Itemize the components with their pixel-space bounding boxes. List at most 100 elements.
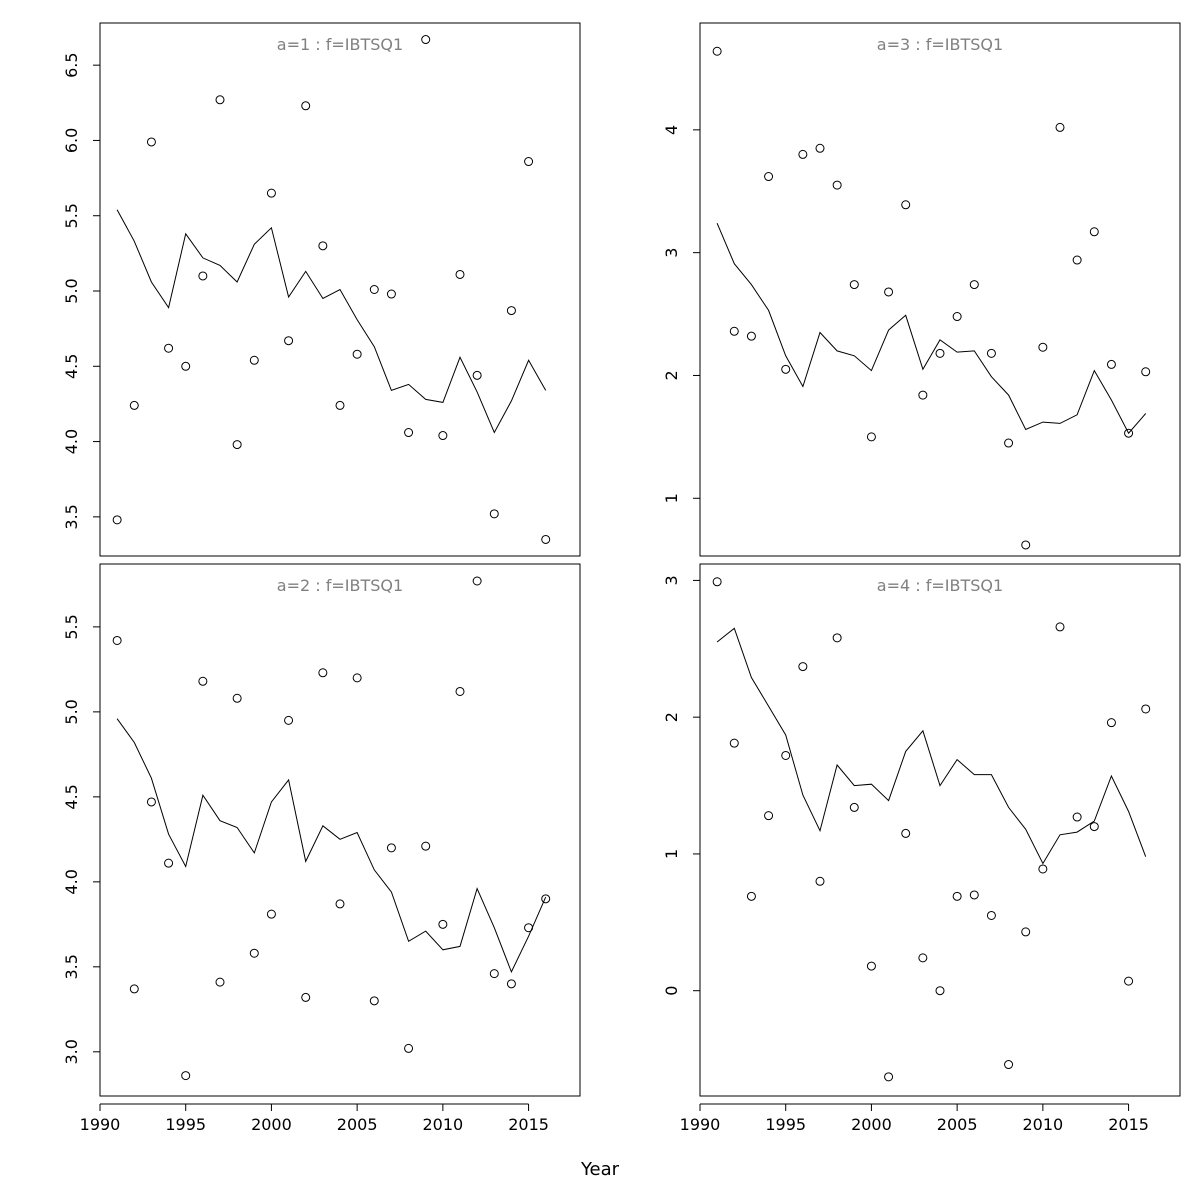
age-4-observation-point (1089, 822, 1099, 832)
age-1-observation-point (112, 515, 122, 525)
age-2-xtick-label: 1995 (165, 1115, 206, 1134)
age-2-plot-frame (99, 563, 581, 1097)
age-2-observation-point (284, 715, 294, 725)
age-4-observation-point (781, 750, 791, 760)
age-4-observation-point (746, 891, 756, 901)
age-4-observation-point (918, 953, 928, 963)
age-1-observation-point (164, 343, 174, 353)
age-4-observation-point (729, 738, 739, 748)
age-1-observation-point (335, 400, 345, 410)
panel-age-1: a=1 : f=IBTSQ1 3.5 4.0 4.5 5.0 5.5 6.0 6.5 (62, 22, 581, 557)
age-2-observation-point (112, 635, 122, 645)
age-4-observation-point (815, 876, 825, 886)
age-3-observation-point (1021, 540, 1031, 550)
age-2-xtick-label: 2005 (337, 1115, 378, 1134)
age-1-observation-point (506, 306, 516, 316)
age-1-observation-point (301, 101, 311, 111)
age-4-observation-point (1141, 704, 1151, 714)
age-4-observation-point (866, 961, 876, 971)
age-2-observation-point (438, 919, 448, 929)
age-1-observation-point (266, 188, 276, 198)
age-3-observation-point (969, 280, 979, 290)
age-2-xtick-label: 2015 (508, 1115, 549, 1134)
age-4-ytick-label: 2 (662, 712, 681, 722)
age-1-ytick-label: 5.5 (62, 203, 81, 228)
age-4-xtick-label: 1990 (680, 1115, 721, 1134)
age-4-observation-point (1124, 976, 1134, 986)
age-4-observation-point (1004, 1060, 1014, 1070)
age-4-observation-point (798, 662, 808, 672)
age-2-ytick-label: 5.0 (62, 699, 81, 724)
x-axis-label: Year (580, 1159, 620, 1180)
age-4-observation-point (986, 910, 996, 920)
age-4-observation-point (952, 891, 962, 901)
age-1-observation-point (386, 289, 396, 299)
age-2-observation-point (266, 909, 276, 919)
age-2-observation-point (369, 996, 379, 1006)
age-3-observation-point (815, 143, 825, 153)
age-1-ytick-label: 5.0 (62, 278, 81, 303)
age-1-observation-point (318, 241, 328, 251)
age-2-fitted-line (116, 718, 547, 974)
age-4-xtick-label: 1995 (765, 1115, 806, 1134)
age-2-xtick-label: 2000 (251, 1115, 292, 1134)
age-3-observation-point (712, 46, 722, 56)
age-1-observation-point (129, 400, 139, 410)
age-2-observation-point (129, 984, 139, 994)
age-4-observation-point (901, 828, 911, 838)
age-4-observation-point (1106, 718, 1116, 728)
age-3-observation-point (1038, 342, 1048, 352)
age-2-observation-point (146, 797, 156, 807)
age-2-observation-point (181, 1071, 191, 1081)
age-3-observation-point (884, 287, 894, 297)
panel-age-2: a=2 : f=IBTSQ1 3.0 3.5 4.0 4.5 5.0 5.5 1990 1995… (62, 563, 581, 1134)
age-1-observation-point (541, 534, 551, 544)
age-3-ytick-label: 2 (662, 370, 681, 380)
age-3-observation-point (1089, 227, 1099, 237)
age-2-observation-point (506, 979, 516, 989)
age-1-observation-point (489, 509, 499, 519)
age-3-panel-title: a=3 : f=IBTSQ1 (877, 35, 1003, 54)
age-1-observation-point (421, 35, 431, 45)
age-4-observation-point (832, 633, 842, 643)
age-4-xtick-label: 2015 (1108, 1115, 1149, 1134)
age-4-xtick-label: 2010 (1022, 1115, 1063, 1134)
age-2-ytick-label: 3.5 (62, 954, 81, 979)
age-3-observation-point (952, 312, 962, 322)
age-1-observation-point (524, 157, 534, 167)
age-3-observation-point (1072, 255, 1082, 265)
panel-age-3: a=3 : f=IBTSQ1 1 2 3 4 (662, 22, 1181, 557)
age-3-ytick-label: 4 (662, 125, 681, 135)
age-4-observation-point (849, 802, 859, 812)
age-1-ytick-label: 3.5 (62, 504, 81, 529)
age-4-ytick-label: 3 (662, 575, 681, 585)
age-1-observation-point (352, 349, 362, 359)
age-4-observation-point (1021, 927, 1031, 937)
age-2-observation-point (352, 673, 362, 683)
age-2-xtick-label: 2010 (422, 1115, 463, 1134)
age-3-fitted-line (716, 223, 1147, 435)
age-1-observation-point (369, 285, 379, 294)
age-3-observation-point (1055, 122, 1065, 132)
age-3-observation-point (832, 180, 842, 190)
age-2-observation-point (541, 894, 551, 904)
age-2-observation-point (386, 843, 396, 853)
age-2-observation-point (198, 676, 208, 686)
age-3-observation-point (866, 432, 876, 442)
age-2-observation-point (164, 858, 174, 868)
age-2-observation-point (215, 977, 225, 987)
age-3-observation-point (1004, 438, 1014, 448)
age-2-ytick-label: 3.0 (62, 1039, 81, 1064)
age-4-observation-point (935, 986, 945, 996)
age-4-plot-frame (699, 563, 1181, 1097)
age-3-ytick-label: 3 (662, 248, 681, 258)
age-3-plot-frame (699, 22, 1181, 557)
age-1-observation-point (249, 355, 259, 365)
age-2-observation-point (455, 686, 465, 696)
age-1-observation-point (284, 336, 294, 346)
age-1-observation-point (215, 95, 225, 105)
age-2-observation-point (489, 969, 499, 979)
age-2-observation-point (421, 841, 431, 851)
age-2-observation-point (524, 923, 534, 933)
